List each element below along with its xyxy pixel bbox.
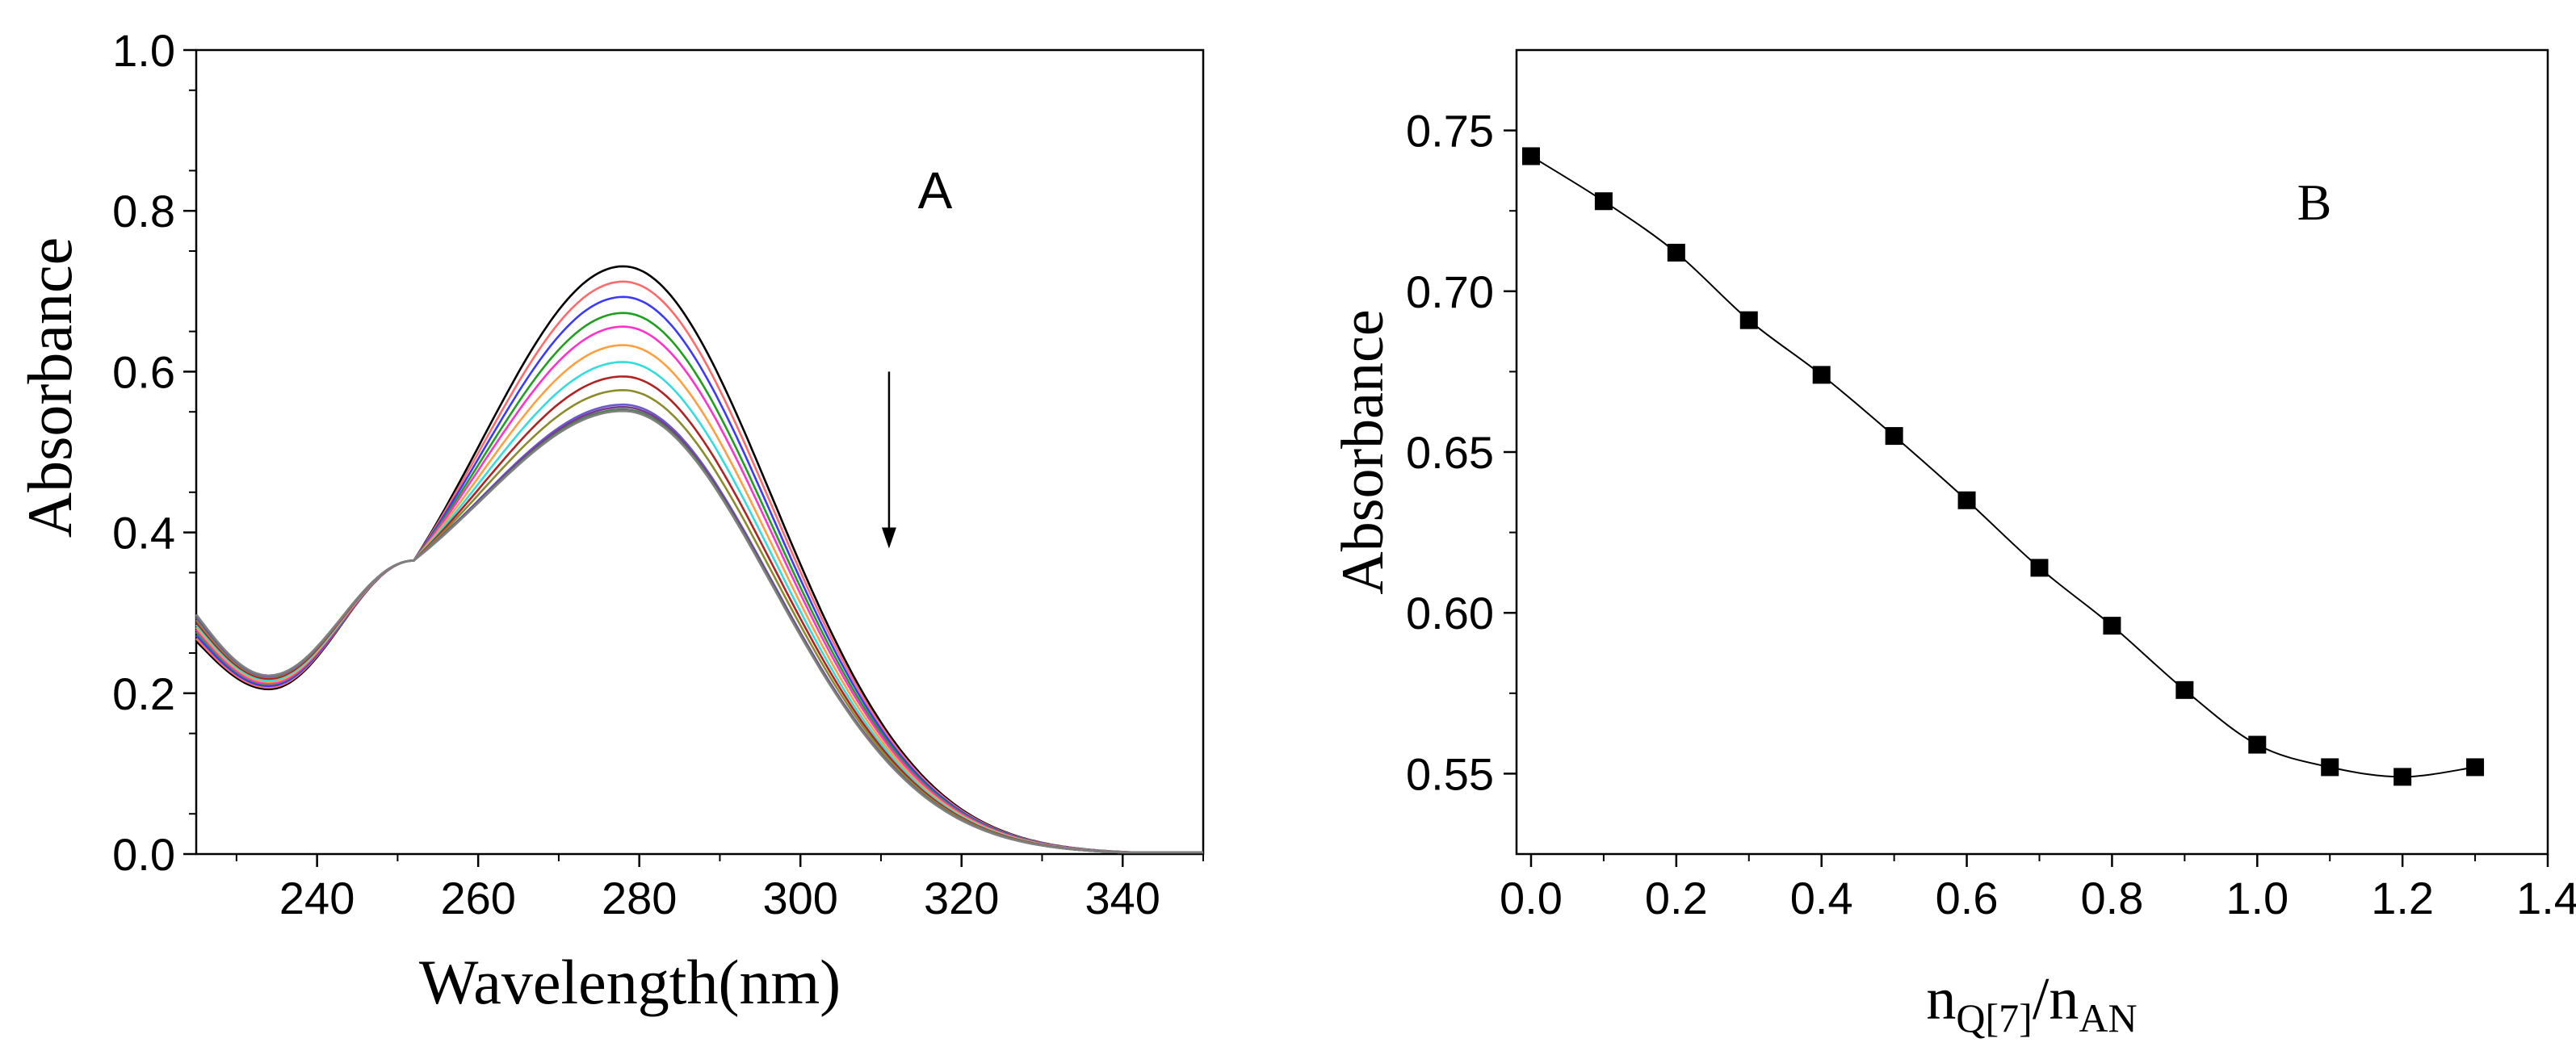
panel-b-x-tick-label: 0.2 <box>1645 873 1708 923</box>
panel-a-y-tick-label: 0.6 <box>112 346 175 397</box>
panel-b-data-point <box>1521 147 1540 165</box>
panel-a-x-tick-label: 240 <box>279 873 355 923</box>
panel-b: 0.55 0.60 0.65 0.70 0.75 0.0 0.2 0.4 0.6 0.8 1.0 1.… <box>1330 48 2576 1041</box>
panel-b-x-axis-label: nQ[7]/nAN <box>1926 966 2137 1041</box>
panel-a-y-tick-label: 0.2 <box>112 668 175 719</box>
panel-a-spectrum-line <box>195 325 1203 854</box>
panel-b-data-point <box>1957 491 1976 509</box>
decrease-arrow <box>881 371 896 549</box>
panel-a-x-axis-label: Wavelength(nm) <box>419 947 841 1017</box>
panel-b-data-point <box>2248 735 2267 754</box>
panel-a-x-tick-label: 260 <box>440 873 515 923</box>
panel-b-data-point <box>2466 758 2485 777</box>
panel-b-data-point <box>1812 366 1831 384</box>
panel-a-spectrum-line <box>195 409 1203 854</box>
panel-a-spectrum-line <box>195 405 1203 854</box>
panel-b-x-tick-label: 1.0 <box>2226 873 2289 923</box>
panel-a-y-tick-label: 0.0 <box>112 829 175 880</box>
panel-a-y-tick-label: 0.8 <box>112 186 175 237</box>
panel-b-y-tick-label: 0.65 <box>1406 427 1494 478</box>
arrow-head <box>881 527 896 549</box>
panel-b-data-point <box>1667 243 1685 262</box>
panel-b-x-tick-label: 0.4 <box>1790 873 1853 923</box>
panel-a-plot-frame <box>195 48 1205 856</box>
panel-a-spectrum-line <box>195 408 1203 854</box>
panel-b-data-point <box>2030 559 2049 577</box>
panel-b-y-axis-label: Absorbance <box>1330 309 1396 594</box>
panel-a-x-tick-label: 280 <box>602 873 677 923</box>
panel-a-x-tick-label: 320 <box>924 873 999 923</box>
panel-b-y-tick-label: 0.75 <box>1406 106 1494 157</box>
panel-b-x-tick-label: 0.6 <box>1936 873 1999 923</box>
panel-a-spectrum-line <box>195 312 1203 854</box>
panel-b-x-tick-label: 0.0 <box>1500 873 1563 923</box>
panel-b-data-point <box>2393 768 2412 786</box>
panel-a: 0.0 0.2 0.4 0.6 0.8 1.0 240 260 280 300 320 340 A W… <box>15 25 1205 1017</box>
panel-a-x-tick-label: 300 <box>762 873 837 923</box>
panel-b-ticks: 0.55 0.60 0.65 0.70 0.75 0.0 0.2 0.4 0.6 0.8 1.0 1.… <box>1406 106 2576 923</box>
panel-a-x-tick-label: 340 <box>1085 873 1160 923</box>
panel-a-spectrum-line <box>195 403 1203 854</box>
panel-b-x-tick-label: 1.4 <box>2516 873 2576 923</box>
panel-a-y-axis-label: Absorbance <box>15 237 85 538</box>
panel-b-data-point <box>1885 427 1903 446</box>
panel-a-y-tick-label: 1.0 <box>112 25 175 76</box>
panel-a-y-tick-label: 0.4 <box>112 508 175 559</box>
panel-b-data-point <box>1594 192 1613 211</box>
panel-b-x-tick-label: 0.8 <box>2080 873 2143 923</box>
panel-b-label: B <box>2297 174 2332 231</box>
panel-a-curves <box>195 265 1203 854</box>
panel-b-data-point <box>2321 758 2339 777</box>
panel-b-data-point <box>2103 617 2121 635</box>
panel-b-y-tick-label: 0.60 <box>1406 588 1494 639</box>
panel-a-label: A <box>918 161 953 220</box>
panel-b-data-point <box>1739 311 1758 329</box>
panel-b-x-tick-label: 1.2 <box>2371 873 2434 923</box>
panel-b-plot-frame <box>1515 48 2549 856</box>
panel-b-y-tick-label: 0.70 <box>1406 266 1494 317</box>
panel-b-points <box>1521 147 2485 786</box>
panel-b-data-point <box>2175 680 2194 699</box>
panel-a-ticks: 0.0 0.2 0.4 0.6 0.8 1.0 240 260 280 300 320 340 <box>112 25 1204 923</box>
panel-b-y-tick-label: 0.55 <box>1406 748 1494 799</box>
